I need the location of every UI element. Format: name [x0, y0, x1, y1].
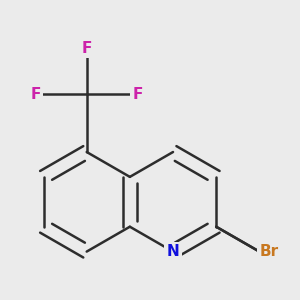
Text: F: F: [30, 87, 40, 102]
Text: Br: Br: [260, 244, 278, 259]
Text: N: N: [167, 244, 179, 259]
Text: F: F: [82, 41, 92, 56]
Text: F: F: [133, 87, 143, 102]
